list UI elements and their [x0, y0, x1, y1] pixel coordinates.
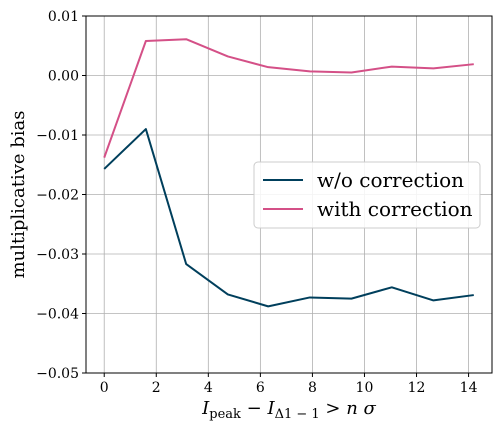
x-axis-label-part: − [241, 398, 268, 419]
y-tick-label: −0.04 [36, 307, 79, 323]
legend: w/o correction with correction [253, 161, 481, 229]
series-lines [103, 38, 474, 308]
x-axis-label-part: σ [364, 398, 377, 419]
x-tick-label: 12 [408, 380, 426, 396]
x-axis-label-part: I [266, 398, 275, 419]
x-tick-label: 4 [204, 380, 213, 396]
x-tick-label: 0 [100, 380, 109, 396]
legend-label-w-o-correction: w/o correction [317, 168, 464, 192]
y-tick-label: −0.01 [36, 128, 79, 144]
legend-label-with-correction: with correction [317, 197, 473, 221]
y-tick-label: 0.01 [48, 9, 79, 25]
y-tick-label: 0.00 [48, 69, 79, 85]
x-tick-label: 10 [356, 380, 374, 396]
y-tick-label: −0.03 [36, 247, 79, 263]
series-line-w-o-correction [103, 128, 474, 308]
y-axis-label: multiplicative bias [8, 110, 29, 278]
x-axis-label-part: > [320, 398, 347, 419]
legend-box [253, 161, 481, 229]
x-axis-label-part: n [346, 398, 358, 419]
y-tick-label: −0.02 [36, 188, 79, 204]
x-tick-label: 8 [308, 380, 317, 396]
x-axis-ticks: 0 2 4 6 8 10 12 14 [100, 373, 478, 396]
x-tick-label: 2 [152, 380, 161, 396]
x-axis-label-part: Δ1 − 1 [275, 407, 320, 422]
x-axis-label: Ipeak − IΔ1 − 1 > n σ [201, 398, 376, 422]
x-tick-label: 14 [460, 380, 478, 396]
x-tick-label: 6 [256, 380, 265, 396]
x-axis-label-part: I [201, 398, 210, 419]
y-tick-label: −0.05 [36, 366, 79, 382]
x-axis-label-part: peak [209, 407, 241, 422]
y-axis-ticks: 0.01 0.00 −0.01 −0.02 −0.03 −0.04 −0.05 [36, 9, 86, 382]
series-line-with-correction [103, 38, 474, 158]
